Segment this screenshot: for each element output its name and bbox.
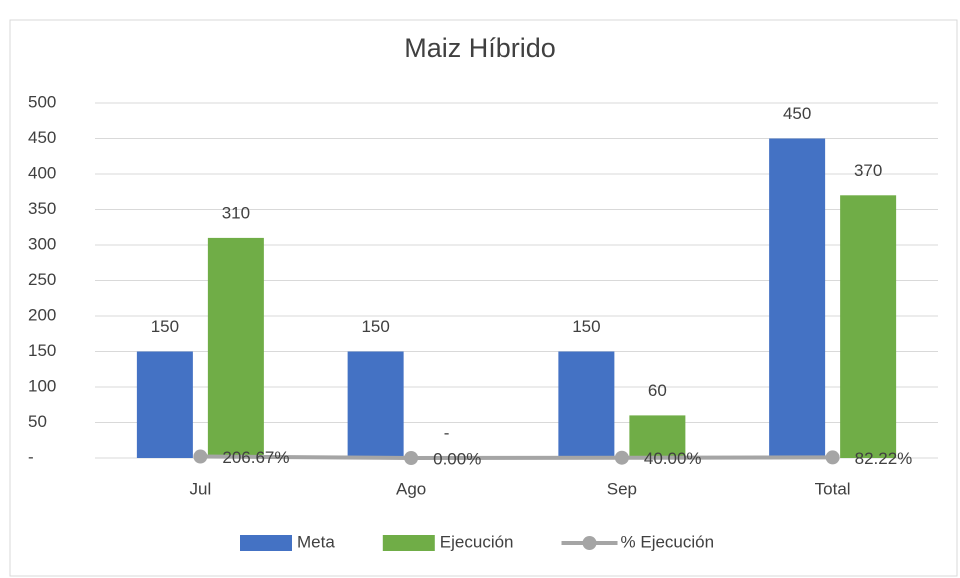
y-tick-label: 300 [28, 234, 56, 253]
legend-label: Ejecución [440, 532, 514, 551]
bar [136, 351, 193, 458]
line-marker [614, 450, 629, 465]
y-tick-label: 150 [28, 341, 56, 360]
y-tick-label: 100 [28, 376, 56, 395]
x-tick-label: Total [815, 479, 851, 498]
y-tick-label: 50 [28, 412, 47, 431]
data-label: 310 [222, 203, 250, 222]
y-tick-label: 450 [28, 128, 56, 147]
legend-swatch [382, 535, 435, 551]
line-marker [193, 449, 208, 464]
chart-title: Maiz Híbrido [404, 33, 556, 63]
data-label: 450 [783, 104, 811, 123]
legend-label: % Ejecución [621, 532, 715, 551]
y-tick-label: 250 [28, 270, 56, 289]
line [200, 454, 833, 461]
data-label: 206.67% [222, 448, 289, 467]
legend-swatch-marker [582, 536, 597, 550]
data-label: 60 [648, 381, 667, 400]
bar [769, 138, 826, 458]
data-label: 370 [854, 161, 882, 180]
bar [840, 195, 897, 459]
data-label: 0.00% [433, 449, 481, 468]
legend-swatch [240, 535, 292, 551]
y-tick-label: 500 [28, 92, 56, 111]
bar [207, 237, 264, 458]
y-tick-label: 200 [28, 305, 56, 324]
bar [629, 415, 686, 458]
y-tick-label: - [28, 447, 34, 466]
line-marker [404, 451, 419, 465]
data-label: 40.00% [644, 449, 702, 468]
data-label: 150 [361, 317, 389, 336]
bar [558, 351, 615, 458]
y-tick-label: 350 [28, 199, 56, 218]
legend-label: Meta [297, 532, 335, 551]
x-tick-label: Ago [396, 479, 426, 498]
bar [347, 351, 404, 458]
x-tick-label: Jul [190, 479, 212, 498]
line-marker [825, 450, 840, 465]
data-label: - [444, 423, 450, 442]
data-label: 82.22% [855, 449, 913, 468]
y-tick-label: 400 [28, 163, 56, 182]
x-tick-label: Sep [607, 479, 637, 498]
data-label: 150 [572, 317, 600, 336]
data-label: 150 [151, 317, 179, 336]
